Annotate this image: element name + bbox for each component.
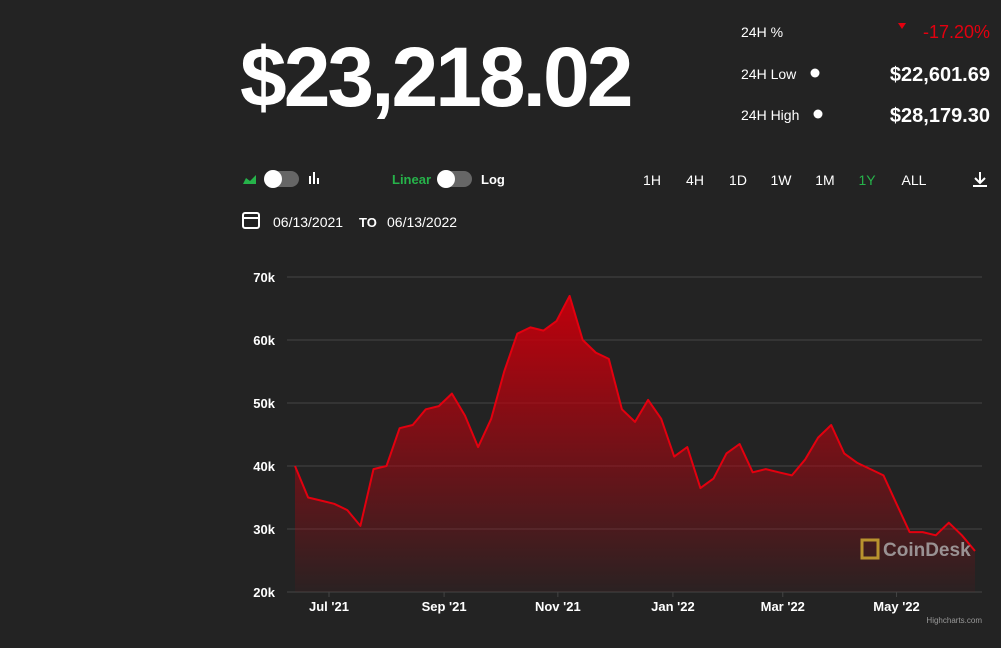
line bbox=[294, 294, 976, 552]
range-button[interactable]: 4H bbox=[686, 172, 704, 188]
y-tick-label: 30k bbox=[253, 522, 275, 537]
x-tick-label: Jan '22 bbox=[651, 599, 695, 614]
date-from[interactable]: 06/13/2021 bbox=[273, 214, 343, 230]
y-tick-label: 50k bbox=[253, 396, 275, 411]
range-button[interactable]: 1D bbox=[729, 172, 747, 188]
logo-icon bbox=[860, 538, 880, 560]
low-label: 24H Low bbox=[741, 66, 797, 82]
watermark: CoinDesk bbox=[883, 540, 971, 561]
calendar-icon[interactable] bbox=[242, 212, 260, 229]
range-button[interactable]: 1H bbox=[643, 172, 661, 188]
x-tick-label: Sep '21 bbox=[422, 599, 467, 614]
toggle-knob bbox=[264, 170, 282, 188]
change-label: 24H % bbox=[741, 24, 783, 40]
range-button[interactable]: 1M bbox=[815, 172, 834, 188]
x-tick-label: Nov '21 bbox=[535, 599, 581, 614]
range-button[interactable]: 1W bbox=[771, 172, 793, 188]
y-tick-label: 70k bbox=[253, 270, 275, 285]
scale-linear[interactable]: Linear bbox=[392, 172, 431, 187]
change: -17.20% bbox=[923, 22, 990, 42]
credit[interactable]: Highcharts.com bbox=[926, 616, 982, 625]
x-tick-label: Jul '21 bbox=[309, 599, 349, 614]
range-button[interactable]: ALL bbox=[902, 172, 927, 188]
date-to[interactable]: 06/13/2022 bbox=[387, 214, 457, 230]
toggle-knob bbox=[437, 170, 455, 188]
date-sep: TO bbox=[359, 215, 377, 230]
low: $22,601.69 bbox=[890, 64, 990, 86]
scale-log[interactable]: Log bbox=[481, 172, 505, 187]
high-label: 24H High bbox=[741, 107, 799, 123]
down-arrow bbox=[898, 23, 906, 29]
info-icon[interactable] bbox=[813, 109, 823, 119]
range-button[interactable]: 1Y bbox=[858, 172, 876, 188]
info-icon[interactable] bbox=[810, 68, 820, 78]
y-tick-label: 40k bbox=[253, 459, 275, 474]
price: $23,218.02 bbox=[240, 30, 631, 124]
download-icon[interactable] bbox=[973, 172, 987, 187]
y-tick-label: 20k bbox=[253, 585, 275, 600]
area bbox=[295, 295, 975, 592]
bar-icon[interactable] bbox=[309, 172, 319, 184]
x-tick-label: May '22 bbox=[873, 599, 919, 614]
area-icon[interactable] bbox=[243, 175, 256, 184]
y-tick-label: 60k bbox=[253, 333, 275, 348]
x-tick-label: Mar '22 bbox=[761, 599, 805, 614]
high: $28,179.30 bbox=[890, 105, 990, 127]
